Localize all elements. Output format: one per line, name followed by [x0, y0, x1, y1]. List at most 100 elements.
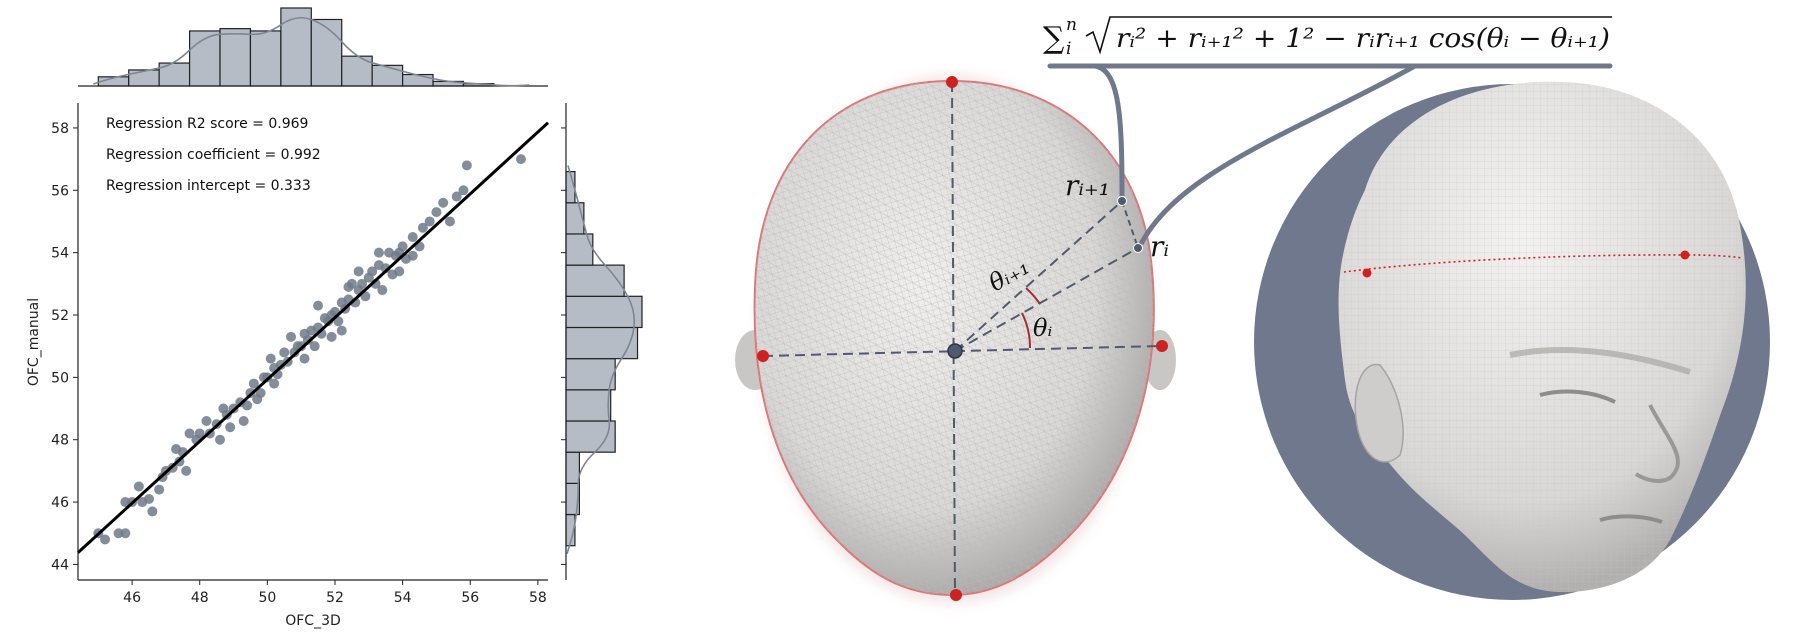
label-theta-i: θᵢ: [1033, 314, 1052, 342]
scatter-point: [438, 197, 449, 208]
scatter-point: [458, 185, 469, 196]
scatter-point: [269, 378, 280, 389]
x-marginal-kde-curve: [93, 16, 530, 87]
y-marginal-histogram: [565, 170, 643, 547]
x-hist-bar: [402, 73, 434, 87]
x-tick-label: 46: [123, 590, 141, 606]
x-axis-ticks: 46 48 50 52 54 56 58: [123, 580, 547, 606]
x-axis-label: OFC_3D: [285, 613, 341, 629]
x-hist-bar: [128, 69, 160, 87]
y-hist-bar: [565, 358, 616, 391]
formula-sum-symbol: ∑: [1043, 21, 1065, 56]
scatter-point: [201, 416, 212, 426]
y-tick-label: 58: [51, 121, 69, 137]
y-hist-bar: [565, 420, 616, 453]
scatter-point: [444, 216, 455, 227]
landmark-left: [757, 350, 769, 362]
annotation-coefficient: Regression coefficient = 0.992: [106, 147, 321, 163]
x-hist-bar: [280, 7, 312, 87]
scatter-point: [343, 281, 354, 292]
scatter-point: [181, 465, 192, 476]
scatter-point: [279, 347, 290, 358]
scatter-point: [397, 241, 408, 252]
scatter-point: [417, 222, 428, 233]
scatter-point: [194, 428, 205, 439]
y-tick-label: 54: [51, 246, 69, 262]
connector-to-r-i: [1138, 63, 1417, 246]
scatter-point: [326, 331, 337, 342]
x-tick-label: 58: [529, 590, 547, 606]
y-tick-label: 56: [51, 183, 69, 199]
scatter-points: [93, 154, 526, 545]
scatter-point: [461, 160, 472, 171]
landmark-back: [950, 589, 962, 601]
x-tick-label: 54: [394, 590, 412, 606]
landmark-3d-right: [1680, 250, 1690, 260]
scatter-point: [248, 378, 259, 389]
scatter-point: [407, 232, 418, 243]
scatter-point: [100, 534, 111, 545]
formula-radical: [1085, 16, 1612, 55]
scatter-point: [242, 400, 253, 411]
point-r-i: [1133, 243, 1143, 253]
y-axis-ticks: 44 46 48 50 52 54 56 58: [51, 121, 566, 573]
head-3d-view: [1254, 81, 1770, 600]
regression-line: [76, 121, 550, 554]
scatter-chart: 46 48 50 52 54 56 58 44 46 48 50 52 54 56 58 OFC_3D O…: [26, 7, 643, 629]
y-hist-bar: [565, 326, 639, 360]
scatter-point: [265, 353, 276, 364]
landmark-front: [946, 76, 958, 88]
scatter-point: [296, 341, 307, 352]
annotation-intercept: Regression intercept = 0.333: [106, 178, 311, 194]
radius-r-i-line: [954, 247, 1139, 352]
head-top-view: rᵢ₊₁ rᵢ θᵢ₊₁ θᵢ: [735, 75, 1176, 603]
landmark-right: [1156, 340, 1168, 352]
sagittal-dashed-line: [951, 81, 956, 597]
head-3d-mouth: [1599, 514, 1663, 524]
x-marginal-histogram: [97, 7, 495, 87]
y-tick-label: 46: [51, 495, 69, 511]
scatter-point: [424, 216, 435, 227]
head-3d-brow: [1509, 347, 1691, 375]
y-tick-label: 52: [51, 308, 69, 324]
connector-to-r-next: [1094, 63, 1125, 197]
scatter-point: [225, 422, 236, 433]
formula-subscript: i: [1066, 39, 1071, 59]
y-tick-label: 48: [51, 433, 69, 449]
scatter-point: [367, 266, 378, 277]
scatter-point: [407, 250, 418, 261]
label-r-next: rᵢ₊₁: [1065, 169, 1110, 202]
scatter-point: [133, 481, 144, 492]
scatter-point: [299, 328, 310, 339]
y-axis-label: OFC_manual: [26, 298, 42, 386]
head-3d-ear: [1354, 363, 1404, 463]
x-hist-bar: [188, 30, 221, 87]
x-tick-label: 50: [258, 590, 276, 606]
theta-next-arc: [1025, 287, 1041, 305]
scatter-point: [215, 434, 226, 445]
scatter-point: [154, 484, 165, 495]
head-3d-mesh: [1338, 81, 1746, 593]
scatter-point: [113, 528, 124, 539]
y-marginal-kde-curve: [566, 165, 636, 554]
scatter-point: [353, 266, 364, 277]
center-point: [947, 343, 963, 359]
y-tick-label: 50: [51, 370, 69, 386]
x-hist-bar: [219, 28, 252, 87]
x-hist-bar: [249, 30, 282, 87]
x-hist-bar: [310, 18, 343, 87]
scatter-point: [286, 331, 297, 342]
formula-radicand: rᵢ² + rᵢ₊₁² + 1² − rᵢrᵢ₊₁ cos(θᵢ − θᵢ₊₁): [1116, 24, 1610, 54]
scatter-point: [252, 394, 263, 405]
scatter-point: [431, 207, 442, 218]
annotation-r2: Regression R2 score = 0.969: [106, 116, 308, 132]
label-r-i: rᵢ: [1150, 230, 1169, 263]
scatter-point: [218, 403, 229, 414]
landmark-3d-left: [1362, 268, 1372, 278]
scatter-point: [171, 444, 182, 455]
scatter-point: [377, 285, 388, 296]
scatter-point: [147, 506, 158, 517]
theta-i-arc: [1021, 312, 1032, 349]
scatter-point: [451, 191, 462, 202]
